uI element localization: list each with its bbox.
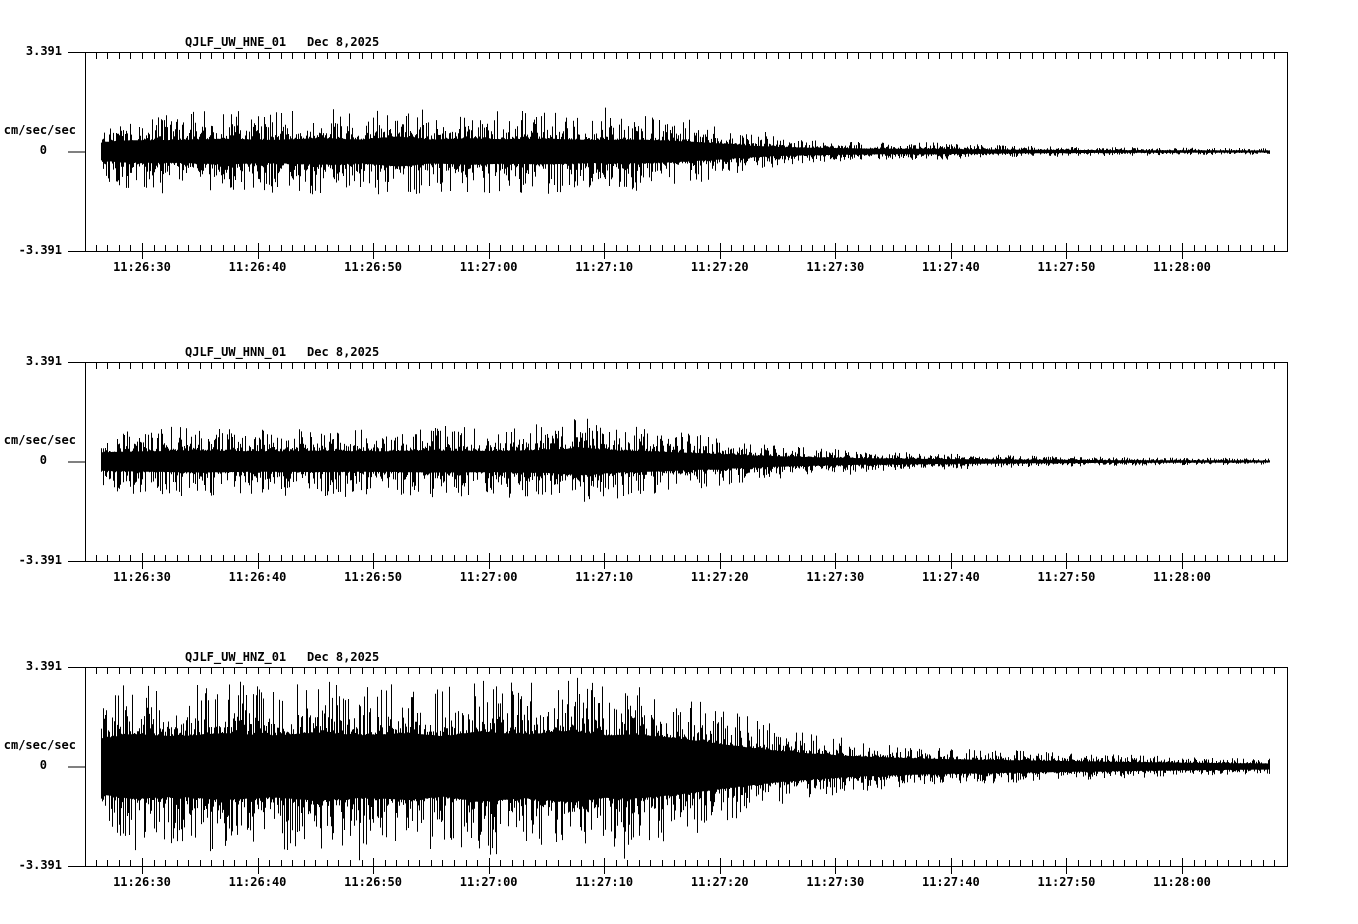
x-tick-label: 11:27:00 [459,875,518,889]
x-tick-label: 11:27:20 [690,260,749,274]
x-tick-label: 11:27:10 [575,570,634,584]
panel-hnn-yzero-label: 0 [39,453,47,467]
x-tick-label: 11:26:50 [344,875,402,889]
x-tick-label: 11:27:30 [806,875,865,889]
panel-hnz-units-label: cm/sec/sec [3,738,76,752]
x-tick-label: 11:28:00 [1153,570,1211,584]
x-tick-label: 11:26:50 [344,260,402,274]
x-tick-label: 11:28:00 [1153,875,1211,889]
panel-hnn-title: QJLF_UW_HNN_01 [185,345,287,359]
x-tick-label: 11:26:30 [113,260,171,274]
x-tick-label: 11:27:50 [1037,260,1096,274]
x-tick-label: 11:27:40 [921,570,980,584]
x-tick-label: 11:27:20 [690,570,749,584]
panel-hne-units-label: cm/sec/sec [3,123,76,137]
x-tick-label: 11:27:50 [1037,875,1096,889]
x-tick-label: 11:26:50 [344,570,402,584]
panel-hnn-ymin-label: -3.391 [18,553,62,567]
waveform-trace-qjlf_uw_hnn_01 [101,418,1270,502]
panel-hnz-ymax-label: 3.391 [25,659,62,673]
x-tick-label: 11:27:20 [690,875,749,889]
x-tick-label: 11:27:30 [806,260,865,274]
x-tick-label: 11:26:30 [113,875,171,889]
panel-qjlf_uw_hnz_01-axes [68,667,1288,874]
x-tick-label: 11:27:40 [921,875,980,889]
x-tick-label: 11:26:40 [228,260,287,274]
panel-hne-yzero-label: 0 [39,143,47,157]
waveform-trace-qjlf_uw_hnz_01 [101,677,1270,861]
x-tick-label: 11:27:50 [1037,570,1096,584]
panel-hnz-title: QJLF_UW_HNZ_01 [185,650,287,664]
x-tick-label: 11:27:00 [459,570,518,584]
x-tick-label: 11:26:40 [228,570,287,584]
panel-hnn-date: Dec 8,2025 [307,345,380,359]
panel-hne-ymin-label: -3.391 [18,243,62,257]
panel-hne-title: QJLF_UW_HNE_01 [185,35,287,49]
panel-hne-ymax-label: 3.391 [25,44,62,58]
x-tick-label: 11:26:30 [113,570,171,584]
x-tick-label: 11:28:00 [1153,260,1211,274]
panel-qjlf_uw_hnn_01-axes [68,362,1288,569]
panel-hnz-yzero-label: 0 [39,758,47,772]
panel-hnz-date: Dec 8,2025 [307,650,380,664]
x-tick-label: 11:27:40 [921,260,980,274]
x-tick-label: 11:27:10 [575,875,634,889]
panel-qjlf_uw_hne_01-axes [68,52,1288,259]
x-tick-label: 11:26:40 [228,875,287,889]
panel-hnz-ymin-label: -3.391 [18,858,62,872]
x-tick-label: 11:27:00 [459,260,518,274]
panel-hne-date: Dec 8,2025 [307,35,380,49]
panel-hnn-ymax-label: 3.391 [25,354,62,368]
waveform-trace-qjlf_uw_hne_01 [101,107,1270,195]
x-tick-label: 11:27:10 [575,260,634,274]
x-tick-label: 11:27:30 [806,570,865,584]
panel-hnn-units-label: cm/sec/sec [3,433,76,447]
